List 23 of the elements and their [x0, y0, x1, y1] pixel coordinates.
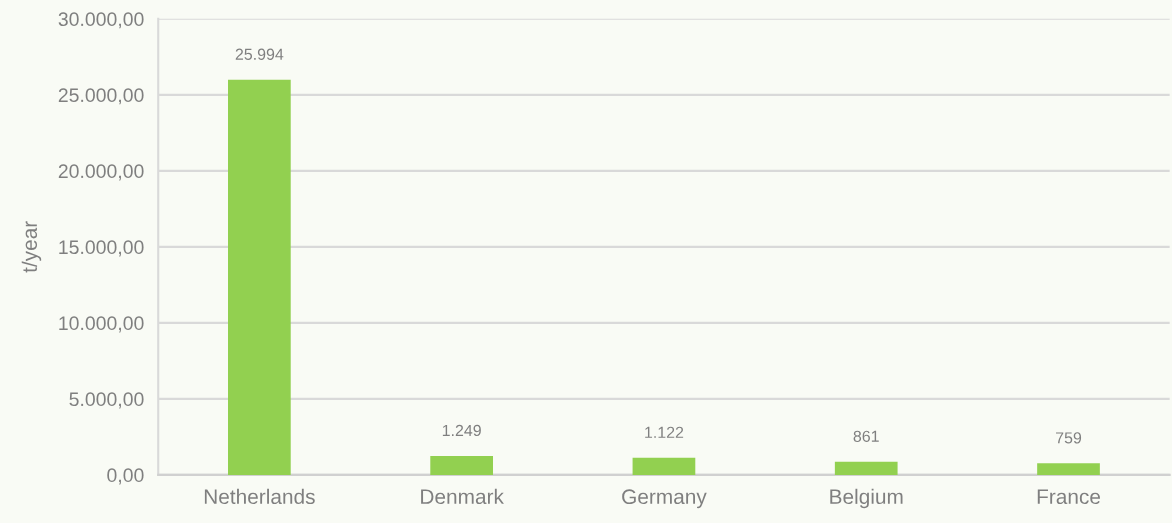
data-label: 759: [1056, 432, 1082, 444]
y-tick-label: 25.000,00: [58, 88, 144, 105]
y-tick-label: 0,00: [107, 468, 144, 485]
data-label: 1.249: [442, 424, 481, 437]
x-tick-label: Belgium: [830, 488, 903, 509]
bar: [834, 461, 898, 475]
x-tick-label: France: [1037, 489, 1101, 505]
y-tick-label: 20.000,00: [58, 164, 144, 181]
x-tick-label: Denmark: [421, 488, 504, 505]
bar: [430, 455, 494, 475]
data-label: 25.994: [235, 48, 284, 60]
x-tick-label: Netherlands: [204, 488, 315, 505]
y-axis-title: t/year: [21, 221, 42, 273]
data-label: 861: [853, 430, 879, 442]
y-tick-label: 10.000,00: [59, 316, 144, 333]
bar: [632, 457, 696, 475]
x-tick-label: Germany: [622, 489, 707, 509]
y-tick-label: 30.000,00: [58, 12, 144, 29]
y-tick-label: 5.000,00: [69, 392, 144, 409]
bar: [1037, 463, 1100, 475]
data-label: 1.122: [645, 426, 684, 438]
bar: [228, 79, 291, 475]
y-tick-label: 15.000,00: [59, 240, 144, 257]
